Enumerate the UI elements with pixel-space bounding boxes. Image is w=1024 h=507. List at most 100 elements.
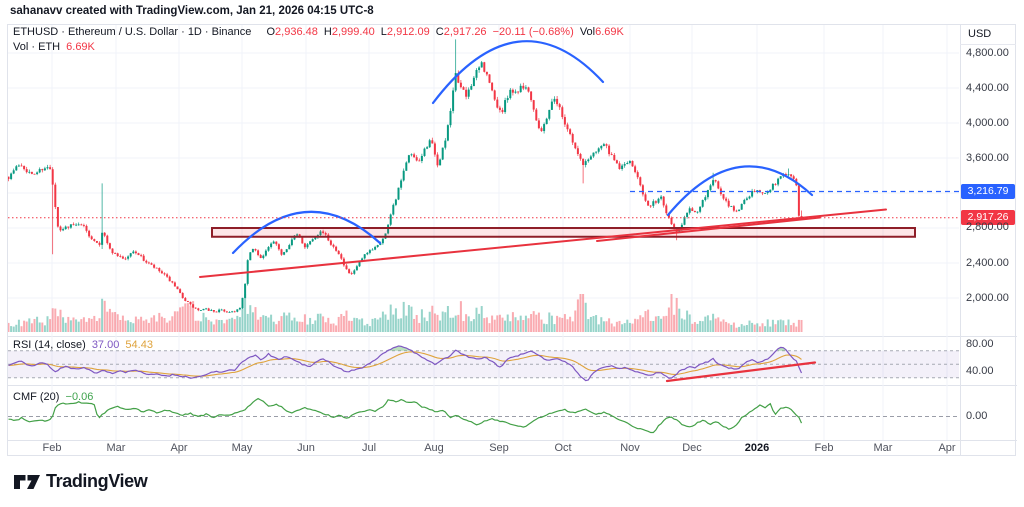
volume-bar (790, 325, 793, 332)
tradingview-logo[interactable]: TradingView (14, 471, 148, 492)
volume-bar (384, 314, 387, 332)
candle-body (665, 205, 668, 214)
candle-body (264, 250, 267, 256)
candle-body (511, 89, 514, 93)
candle-body (571, 133, 574, 143)
volume-bar (319, 313, 322, 332)
long-rising-trendline[interactable] (199, 208, 887, 278)
rsi-study-title[interactable]: RSI (14, close) (13, 339, 86, 351)
time-axis-label[interactable]: Apr (170, 442, 188, 454)
drawing-annotations[interactable] (8, 40, 959, 278)
time-axis-label[interactable]: Sep (489, 442, 509, 454)
candle-body (730, 206, 733, 208)
left-shoulder-arc[interactable] (231, 210, 382, 255)
time-axis-label[interactable]: Aug (424, 442, 444, 454)
short-rising-trendline[interactable] (596, 216, 821, 242)
rsi-axis-tick[interactable]: 80.00 (966, 337, 994, 350)
volume-bar (363, 325, 366, 332)
support-zone-rect[interactable] (211, 227, 916, 238)
candle-body (329, 240, 332, 245)
candle-body (241, 297, 244, 308)
price-axis-tick[interactable]: 2,800.00 (966, 220, 1009, 233)
candle-body (545, 118, 548, 125)
candle-body (199, 310, 202, 311)
volume-value: 6.69K (595, 26, 624, 38)
price-axis-tick[interactable]: 2,400.00 (966, 256, 1009, 269)
volume-bar (51, 308, 54, 332)
volume-bar (524, 315, 527, 332)
price-axis-tick[interactable]: 2,000.00 (966, 291, 1009, 304)
volume-bar (303, 314, 306, 332)
candle-body (748, 196, 751, 199)
time-axis-label[interactable]: May (231, 442, 253, 454)
price-axis-tick[interactable]: 3,600.00 (966, 151, 1009, 164)
volume-bar (693, 322, 696, 332)
time-axis-label[interactable]: Mar (106, 442, 126, 454)
candle-body (231, 311, 234, 313)
rsi-trendline[interactable] (665, 361, 817, 383)
volume-bar (132, 323, 135, 332)
candle-body (80, 224, 83, 226)
volume-bar (210, 321, 213, 332)
pane-separator-cmf[interactable] (7, 385, 1017, 386)
candle-body (171, 281, 174, 283)
candle-body (15, 166, 18, 171)
volume-bar (181, 306, 184, 332)
price-level-label-blue[interactable]: 3,216.79 (961, 183, 1015, 199)
candle-body (519, 85, 522, 93)
time-axis-label[interactable]: Jul (361, 442, 377, 454)
candle-body (301, 237, 304, 244)
price-axis-tick[interactable]: 4,000.00 (966, 116, 1009, 129)
candle-body (527, 87, 530, 92)
cmf-study-title[interactable]: CMF (20) (13, 391, 60, 403)
candle-body (688, 208, 691, 213)
time-axis-label[interactable]: Oct (554, 442, 572, 454)
time-axis-label[interactable]: Nov (620, 442, 640, 454)
time-axis-label[interactable]: Dec (682, 442, 702, 454)
volume-bar (405, 315, 408, 332)
volume-bar (173, 311, 176, 332)
candle-body (244, 283, 247, 298)
candle-body (17, 165, 20, 167)
candle-body (275, 241, 278, 245)
volume-bar (452, 317, 455, 332)
candle-body (371, 249, 374, 251)
candle-body (223, 309, 226, 312)
volume-bar (59, 309, 62, 332)
candle-body (771, 183, 774, 190)
time-axis-label[interactable]: Apr (938, 442, 956, 454)
time-axis-label[interactable]: Feb (42, 442, 62, 454)
right-shoulder-arc[interactable] (666, 165, 814, 217)
volume-study-title[interactable]: Vol · ETH (13, 41, 61, 53)
cmf-axis-tick[interactable]: 0.00 (966, 409, 988, 422)
time-axis-label[interactable]: Mar (873, 442, 893, 454)
volume-bar (374, 318, 377, 332)
volume-bar (309, 317, 312, 332)
pane-separator-rsi[interactable] (7, 336, 1017, 337)
volume-bar (535, 314, 538, 332)
candle-body (402, 170, 405, 181)
time-axis-label[interactable]: Jun (297, 442, 315, 454)
price-axis-tick[interactable]: 4,400.00 (966, 81, 1009, 94)
price-axis-currency[interactable]: USD (968, 28, 992, 40)
candle-body (106, 235, 109, 244)
candle-body (712, 180, 715, 186)
price-axis-tick[interactable]: 4,800.00 (966, 46, 1009, 59)
volume-bar (602, 321, 605, 332)
time-axis-label[interactable]: 2026 (744, 442, 770, 454)
candle-body (600, 145, 603, 149)
volume-bar (743, 325, 746, 332)
candle-body (579, 154, 582, 159)
symbol-title[interactable]: ETHUSD · Ethereum / U.S. Dollar · 1D · B… (13, 26, 252, 38)
rsi-axis-tick[interactable]: 40.00 (966, 364, 994, 377)
candle-body (470, 86, 473, 90)
candle-body (374, 246, 377, 250)
candle-body (205, 308, 208, 310)
volume-bar (82, 317, 85, 332)
volume-bar (566, 319, 569, 332)
volume-bar (678, 308, 681, 332)
last-price-label[interactable]: 2,917.26 (961, 209, 1015, 225)
head-arc[interactable] (431, 40, 605, 105)
time-axis-label[interactable]: Feb (814, 442, 834, 454)
